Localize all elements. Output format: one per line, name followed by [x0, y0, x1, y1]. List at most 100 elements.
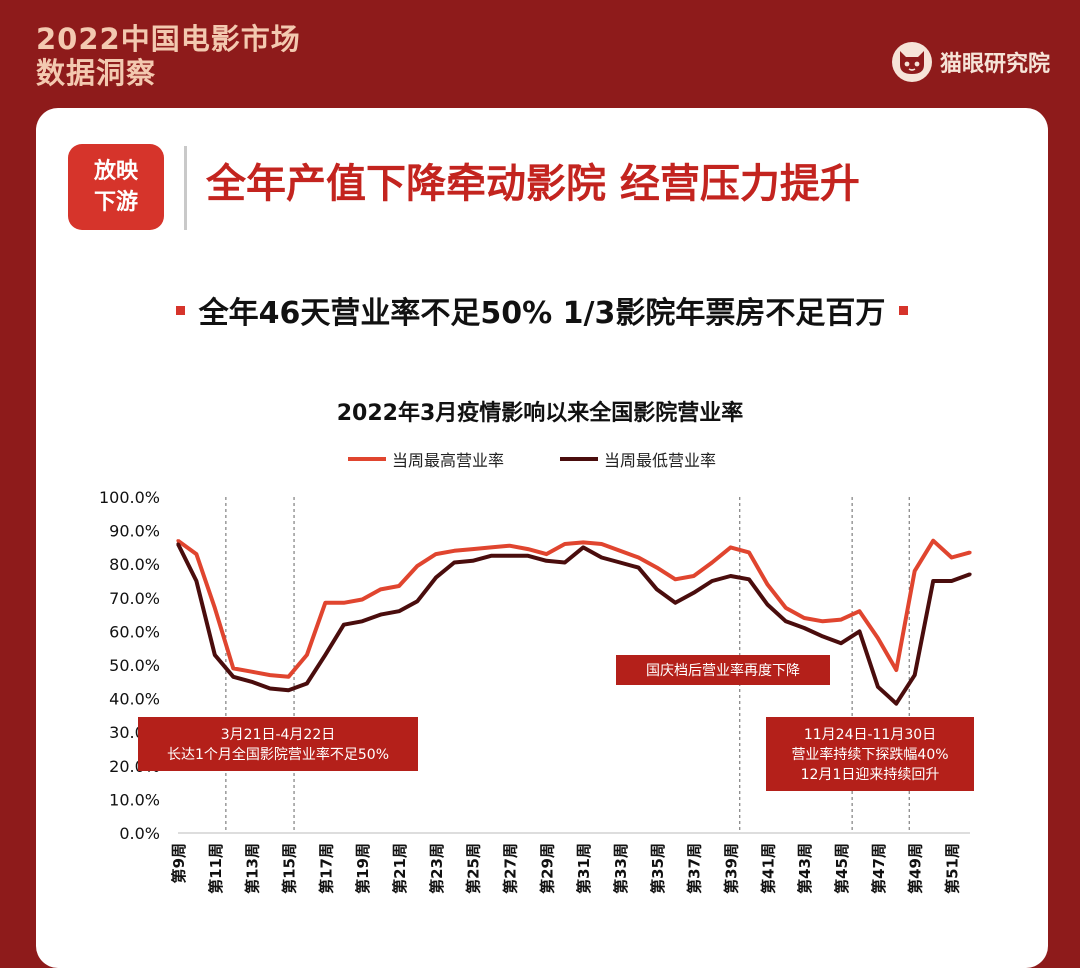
- data-point-series-1: [949, 555, 954, 560]
- y-tick-label: 40.0%: [109, 690, 160, 709]
- x-tick-label: 第41周: [759, 843, 777, 894]
- y-tick-label: 70.0%: [109, 589, 160, 608]
- data-point-series-1: [397, 584, 401, 588]
- y-tick-label: 50.0%: [109, 656, 160, 675]
- data-point-series-1: [710, 560, 714, 565]
- data-point-series-1: [600, 542, 604, 546]
- cat-face-icon: [891, 42, 932, 82]
- data-point-series-1: [728, 545, 733, 550]
- data-point-series-1: [489, 545, 493, 550]
- sub-headline: 全年46天营业率不足50% 1/3影院年票房不足百万: [36, 288, 1048, 332]
- annotation-text-1: 长达1个月全国影院营业率不足50%: [167, 746, 389, 763]
- data-point-series-2: [839, 641, 843, 645]
- data-point-series-1: [268, 673, 272, 677]
- data-point-series-2: [894, 702, 898, 706]
- x-tick-label: 第19周: [354, 843, 372, 894]
- data-point-series-1: [452, 549, 456, 553]
- data-point-series-1: [784, 606, 788, 610]
- data-point-series-1: [692, 574, 696, 578]
- sub-headline-text: 全年46天营业率不足50% 1/3影院年票房不足百万: [198, 296, 886, 331]
- data-point-series-1: [360, 597, 364, 602]
- chart-title: 2022年3月疫情影响以来全国影院营业率: [337, 400, 744, 426]
- data-point-series-1: [305, 653, 309, 657]
- data-point-series-1: [544, 552, 548, 556]
- annotation-text-3: 营业率持续下探跌幅40%: [791, 746, 948, 763]
- badge-line2: 下游: [93, 190, 138, 215]
- data-point-series-2: [176, 542, 180, 546]
- data-point-series-1: [931, 539, 935, 543]
- brand-title: 2022中国电影市场 数据洞察: [36, 22, 301, 90]
- data-point-series-1: [379, 587, 383, 592]
- data-point-series-2: [857, 629, 862, 634]
- data-point-series-2: [581, 545, 585, 550]
- data-point-series-1: [526, 547, 530, 551]
- y-tick-label: 60.0%: [109, 622, 160, 641]
- y-tick-label: 100.0%: [99, 488, 160, 507]
- legend-label-1: 当周最高营业率: [392, 451, 504, 470]
- content-card: 放映 下游 全年产值下降牵动影院 经营压力提升 全年46天营业率不足50% 1/…: [36, 108, 1048, 968]
- data-point-series-2: [507, 554, 512, 558]
- data-point-series-2: [526, 554, 530, 558]
- data-point-series-2: [692, 591, 696, 595]
- x-tick-label: 第15周: [281, 843, 299, 894]
- data-point-series-2: [231, 675, 235, 679]
- data-point-series-2: [323, 653, 327, 657]
- data-point-series-2: [544, 559, 548, 563]
- data-point-series-1: [765, 582, 769, 586]
- data-point-series-2: [968, 572, 972, 576]
- y-tick-label: 80.0%: [109, 555, 160, 574]
- data-point-series-1: [231, 666, 235, 670]
- data-point-series-1: [213, 606, 217, 610]
- data-point-series-2: [600, 555, 604, 560]
- data-point-series-1: [968, 550, 972, 555]
- bullet-left: [175, 305, 185, 315]
- data-point-series-2: [655, 587, 659, 592]
- x-tick-label: 第31周: [575, 843, 593, 894]
- data-point-series-1: [802, 616, 806, 620]
- data-point-series-1: [655, 565, 659, 570]
- x-tick-label: 第13周: [244, 843, 262, 894]
- data-point-series-2: [452, 560, 456, 565]
- x-tick-label: 第17周: [317, 843, 335, 894]
- x-tick-label: 第43周: [796, 843, 814, 894]
- data-point-series-2: [784, 619, 788, 623]
- data-point-series-2: [397, 609, 401, 613]
- x-tick-label: 第37周: [686, 843, 704, 894]
- data-point-series-1: [471, 547, 475, 551]
- data-point-series-2: [213, 653, 217, 657]
- data-point-series-1: [286, 675, 291, 679]
- data-point-series-1: [176, 539, 180, 543]
- y-tick-label: 90.0%: [109, 522, 160, 541]
- data-point-series-2: [618, 560, 622, 565]
- x-tick-label: 第49周: [907, 843, 925, 894]
- data-point-series-1: [434, 552, 438, 556]
- section-headline: 全年产值下降牵动影院 经营压力提升: [206, 161, 860, 207]
- data-point-series-2: [360, 619, 364, 623]
- data-point-series-1: [894, 668, 898, 672]
- data-point-series-2: [563, 560, 567, 565]
- data-point-series-2: [415, 599, 420, 603]
- x-tick-label: 第45周: [833, 843, 851, 894]
- data-point-series-2: [342, 623, 346, 627]
- brand-logo: 猫眼研究院: [891, 42, 1050, 82]
- badge-divider: [184, 146, 187, 230]
- x-tick-label: 第21周: [391, 843, 409, 894]
- data-point-series-1: [342, 601, 346, 605]
- data-point-series-2: [286, 688, 291, 692]
- data-point-series-2: [949, 579, 954, 583]
- x-tick-label: 第35周: [649, 843, 667, 894]
- data-point-series-2: [710, 579, 714, 583]
- data-point-series-1: [876, 636, 880, 640]
- annotation-text-2: 国庆档后营业率再度下降: [646, 662, 800, 679]
- annotation-text-3: 12月1日迎来持续回升: [801, 766, 940, 783]
- x-tick-label: 第25周: [465, 843, 483, 894]
- data-point-series-2: [194, 579, 199, 583]
- x-tick-label: 第29周: [538, 843, 556, 894]
- brand-title-line2: 数据洞察: [36, 56, 157, 90]
- badge-line1: 放映: [93, 159, 138, 184]
- data-point-series-1: [323, 601, 327, 605]
- section-badge: 放映 下游: [68, 144, 164, 230]
- data-point-series-1: [194, 552, 199, 556]
- data-point-series-2: [268, 686, 272, 691]
